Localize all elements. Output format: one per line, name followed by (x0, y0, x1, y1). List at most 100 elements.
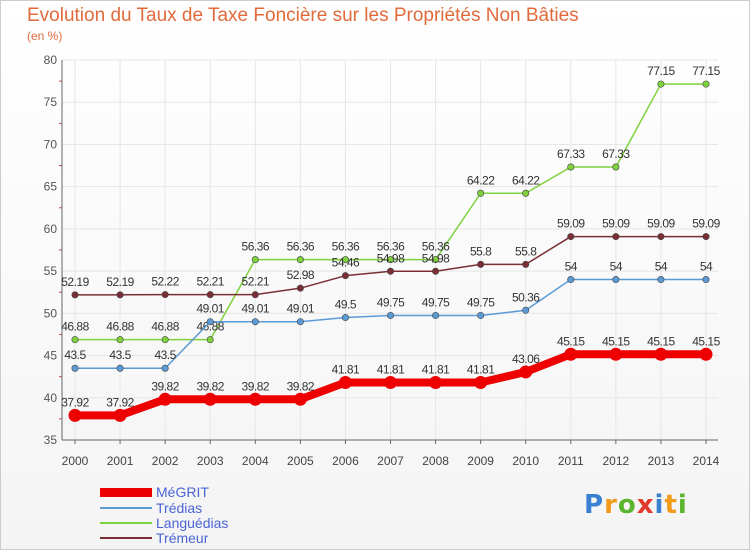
data-point-languedias (251, 256, 259, 264)
data-label-megrit: 41.81 (332, 362, 360, 376)
data-label-languedias: 77.15 (692, 64, 720, 78)
data-label-megrit: 37.92 (61, 395, 89, 409)
data-label-languedias: 56.36 (422, 240, 450, 254)
data-label-languedias: 46.88 (106, 320, 134, 334)
data-label-tremeur: 59.09 (602, 217, 630, 231)
data-point-tredias (206, 318, 214, 326)
legend-item-languedias: Languédias (100, 515, 340, 531)
data-label-languedias: 67.33 (602, 147, 630, 161)
data-point-languedias (702, 80, 710, 88)
data-label-megrit: 39.82 (287, 379, 315, 393)
data-label-tredias: 49.75 (377, 295, 405, 309)
brand-letter: t (664, 490, 678, 520)
data-label-megrit: 39.82 (151, 379, 179, 393)
legend-swatch-languedias (100, 522, 152, 524)
data-point-languedias (567, 163, 575, 171)
data-point-megrit (564, 347, 578, 361)
data-point-tredias (251, 318, 259, 326)
y-tick-label: 75 (44, 95, 58, 109)
y-tick-label: 35 (44, 433, 58, 447)
data-label-tremeur: 52.21 (196, 275, 224, 289)
x-tick-label: 2001 (107, 454, 134, 468)
data-point-languedias (477, 189, 485, 197)
data-point-tredias (432, 311, 440, 319)
data-point-megrit (158, 392, 172, 406)
x-tick-label: 2002 (152, 454, 179, 468)
data-label-tredias: 43.5 (64, 348, 86, 362)
x-tick-label: 2014 (693, 454, 720, 468)
data-point-tremeur (432, 267, 440, 275)
data-label-tredias: 43.5 (109, 348, 131, 362)
y-axis-unit-label: (en %) (27, 29, 63, 43)
data-label-languedias: 64.22 (467, 173, 495, 187)
data-point-megrit (248, 392, 262, 406)
y-tick-label: 45 (44, 349, 58, 363)
data-point-tredias (296, 318, 304, 326)
data-point-tredias (116, 364, 124, 372)
data-point-megrit (384, 375, 397, 389)
y-tick-label: 80 (44, 53, 58, 67)
data-point-tremeur (341, 272, 349, 280)
legend-swatch-megrit (100, 488, 152, 497)
y-tick-label: 55 (44, 264, 58, 278)
data-point-languedias (386, 256, 394, 264)
data-label-megrit: 45.15 (602, 334, 630, 348)
data-label-languedias: 46.88 (61, 320, 89, 334)
data-label-tredias: 49.75 (467, 295, 495, 309)
x-tick-label: 2003 (197, 454, 224, 468)
data-point-tredias (612, 276, 620, 284)
brand-letter: P (584, 490, 605, 520)
data-label-megrit: 39.82 (196, 379, 224, 393)
data-label-tredias: 54 (655, 260, 668, 274)
data-label-megrit: 41.81 (467, 362, 495, 376)
data-label-tredias: 49.01 (196, 302, 224, 316)
data-point-tredias (161, 364, 169, 372)
data-point-megrit (474, 375, 488, 389)
data-label-languedias: 56.36 (242, 240, 270, 254)
data-label-tremeur: 59.09 (692, 217, 720, 231)
brand-letter: o (617, 490, 637, 520)
legend-label-languedias: Languédias (156, 515, 229, 531)
data-label-megrit: 39.82 (242, 379, 270, 393)
data-point-languedias (657, 80, 665, 88)
data-point-megrit (654, 347, 668, 361)
legend-swatch-tremeur (100, 537, 152, 539)
data-label-tredias: 43.5 (154, 348, 176, 362)
data-label-tremeur: 59.09 (647, 217, 675, 231)
x-tick-label: 2004 (242, 454, 269, 468)
legend-label-tremeur: Trémeur (156, 530, 209, 546)
legend-item-tredias: Trédias (100, 500, 340, 516)
x-tick-label: 2007 (377, 454, 404, 468)
data-label-tredias: 50.36 (512, 290, 540, 304)
data-point-megrit (203, 392, 217, 406)
data-label-megrit: 41.81 (422, 362, 450, 376)
data-label-tredias: 49.01 (242, 302, 270, 316)
data-label-megrit: 41.81 (377, 362, 405, 376)
x-tick-label: 2012 (603, 454, 630, 468)
data-label-megrit: 45.15 (557, 334, 585, 348)
data-label-megrit: 37.92 (106, 395, 134, 409)
data-label-megrit: 43.06 (512, 352, 540, 366)
data-label-tremeur: 59.09 (557, 217, 585, 231)
data-label-tremeur: 54.98 (377, 251, 405, 265)
legend-item-tremeur: Trémeur (100, 530, 340, 546)
data-point-tremeur (522, 260, 530, 268)
data-point-languedias (296, 256, 304, 264)
data-label-tremeur: 52.98 (287, 268, 315, 282)
data-label-tredias: 49.75 (422, 295, 450, 309)
data-point-languedias (432, 256, 440, 264)
data-point-megrit (519, 365, 533, 379)
x-tick-label: 2005 (287, 454, 314, 468)
data-label-languedias: 46.88 (196, 320, 224, 334)
data-label-languedias: 56.36 (377, 240, 405, 254)
data-label-tredias: 54 (610, 260, 623, 274)
brand-letter: x (636, 490, 655, 520)
x-tick-label: 2013 (648, 454, 675, 468)
data-point-tremeur (567, 233, 575, 241)
y-tick-label: 65 (44, 180, 58, 194)
data-point-tremeur (116, 291, 124, 299)
data-point-tremeur (702, 233, 710, 241)
data-point-languedias (161, 336, 169, 344)
